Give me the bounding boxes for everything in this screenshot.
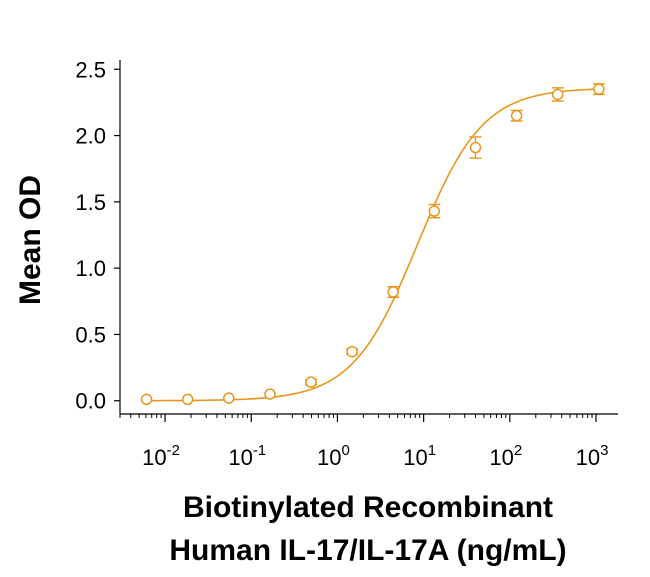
- y-tick-label-2: 1.0: [75, 256, 106, 281]
- fit-curve: [146, 88, 599, 402]
- data-point-5: [346, 345, 359, 358]
- point-marker-9: [510, 109, 523, 122]
- point-marker-10: [552, 88, 564, 101]
- data-point-8: [469, 136, 482, 159]
- y-tick-label-5: 2.5: [75, 57, 106, 82]
- y-tick-label-3: 1.5: [75, 190, 106, 215]
- point-marker-2: [223, 392, 235, 404]
- point-marker-1: [181, 393, 194, 406]
- axes: 0.0 0.5 1.0 1.5 2.0 2.5 10-2 10-1 100 101 102 103: [75, 57, 618, 470]
- x-tick-label-4: 102: [489, 442, 522, 470]
- data-point-2: [223, 392, 235, 404]
- data-point-1: [181, 393, 194, 406]
- x-tick-label-5: 103: [576, 442, 609, 470]
- point-marker-5: [346, 345, 358, 358]
- point-marker-7: [428, 205, 441, 217]
- x-axis-title-line-2: Human IL-17/IL-17A (ng/mL): [169, 534, 566, 567]
- data-point-3: [264, 388, 276, 400]
- y-tick-label-1: 0.5: [75, 322, 106, 347]
- point-marker-0: [140, 393, 153, 406]
- x-axis-title-line-1: Biotinylated Recombinant: [183, 491, 553, 524]
- data-point-10: [551, 87, 564, 102]
- x-tick-label-1: 10-1: [228, 442, 266, 470]
- point-marker-8: [469, 141, 482, 154]
- x-ticks: 10-2 10-1 100 101 102 103: [119, 414, 609, 470]
- data-point-4: [305, 376, 318, 388]
- y-axis-title: Mean OD: [14, 175, 47, 305]
- data-points: [140, 83, 605, 406]
- data-point-6: [387, 286, 400, 299]
- data-point-9: [510, 109, 523, 122]
- y-tick-label-0: 0.0: [75, 389, 106, 414]
- y-ticks: 0.0 0.5 1.0 1.5 2.0 2.5: [75, 57, 120, 414]
- x-tick-label-3: 101: [403, 442, 436, 470]
- y-tick-label-4: 2.0: [75, 124, 106, 149]
- data-point-0: [140, 393, 153, 406]
- point-marker-3: [264, 388, 276, 400]
- data-point-11: [592, 83, 605, 96]
- x-tick-label-0: 10-2: [142, 442, 180, 470]
- data-point-7: [428, 203, 441, 219]
- x-tick-label-2: 100: [317, 442, 350, 470]
- point-marker-4: [305, 376, 317, 388]
- point-marker-11: [593, 83, 605, 95]
- point-marker-6: [387, 286, 399, 298]
